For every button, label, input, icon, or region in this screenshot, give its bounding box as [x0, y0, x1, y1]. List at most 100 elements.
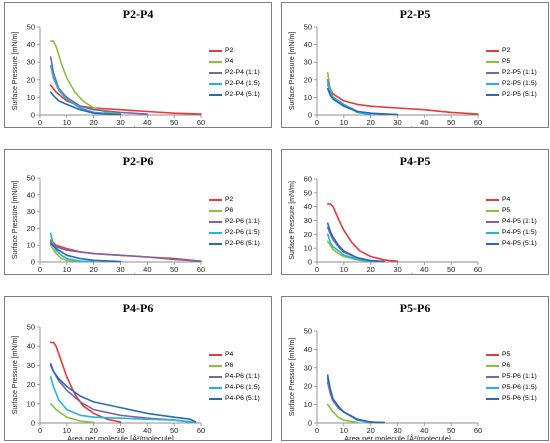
legend-swatch [486, 364, 499, 367]
legend-item: P2-P6 (1:1) [209, 216, 260, 227]
legend-label: P5 [502, 58, 511, 65]
chart-panel: P2-P5 0 10 20 30 40 50 0 10 20 30 40 50 60 Area per mo… [281, 2, 549, 128]
legend-item: P4 [209, 56, 260, 67]
legend-label: P4-P5 (5:1) [502, 240, 537, 247]
y-axis-label: Surface Pressure [mN/m] [12, 336, 19, 415]
y-tick-label: 0 [31, 419, 35, 428]
chart-title: P4-P6 [122, 301, 154, 315]
y-tick-label: 50 [27, 23, 35, 32]
legend-label: P4 [225, 351, 234, 358]
legend-swatch [209, 364, 222, 367]
legend-item: P6 [209, 360, 260, 371]
series-line-p2-p5-5-1 [326, 87, 399, 116]
legend: P4 P5 P4-P5 (1:1) P4-P5 (1:5) P4-P5 (5:1) [486, 194, 537, 249]
y-tick-label: 10 [27, 399, 35, 408]
legend-label: P5-P6 (5:1) [502, 395, 537, 402]
legend-swatch [486, 82, 499, 85]
chart-svg: 0 10 20 30 40 50 60 0 10 20 30 40 50 60 Area per molec… [289, 175, 482, 275]
legend-label: P5 [502, 207, 511, 214]
legend-item: P2 [209, 45, 260, 56]
legend-swatch [486, 220, 499, 223]
legend-swatch [209, 49, 222, 52]
series-line-p2 [326, 84, 479, 115]
legend-label: P6 [225, 362, 234, 369]
series-line-p5 [326, 240, 372, 263]
legend-label: P4-P5 (1:1) [502, 218, 537, 225]
x-tick-label: 50 [447, 265, 455, 274]
y-tick-label: 10 [27, 241, 35, 250]
legend-item: P2-P4 (5:1) [209, 89, 260, 100]
y-tick-label: 40 [304, 40, 312, 49]
series-line-p5-p6-5-1 [326, 374, 385, 424]
series-line-p4 [326, 203, 399, 263]
y-tick-label: 10 [304, 400, 312, 409]
legend-item: P5 [486, 205, 537, 216]
y-tick-label: 50 [304, 188, 312, 197]
x-tick-label: 40 [420, 265, 428, 274]
series-line-p2-p6-1-1 [49, 241, 202, 262]
x-axis-label: Area per molecule [Å²/molecule] [67, 434, 174, 440]
legend-label: P4 [502, 196, 511, 203]
legend-item: P4-P6 (5:1) [209, 393, 260, 404]
legend-item: P5-P6 (1:1) [486, 371, 537, 382]
x-axis-label: Area per molecule [Å²/molecule] [67, 126, 174, 127]
series-line-p4-p5-5-1 [326, 222, 385, 263]
legend-label: P2-P5 (1:1) [502, 69, 537, 76]
legend-item: P5-P6 (1:5) [486, 382, 537, 393]
y-tick-label: 40 [27, 190, 35, 199]
legend: P4 P6 P4-P6 (1:1) P4-P6 (1:5) P4-P6 (5:1) [209, 349, 260, 404]
chart-title: P2-P6 [122, 154, 154, 168]
legend-item: P4-P6 (1:5) [209, 382, 260, 393]
x-tick-label: 30 [116, 426, 124, 435]
y-tick-label: 20 [27, 224, 35, 233]
x-axis-label: Area per molecule [Å²/molecule] [344, 434, 451, 440]
series-line-p6 [49, 403, 95, 424]
x-tick-label: 10 [340, 118, 348, 127]
legend-swatch [209, 397, 222, 400]
legend-item: P5 [486, 56, 537, 67]
legend-swatch [209, 93, 222, 96]
x-tick-label: 50 [447, 426, 455, 435]
y-tick-label: 30 [304, 363, 312, 372]
x-tick-label: 10 [63, 118, 71, 127]
legend-item: P4-P5 (5:1) [486, 238, 537, 249]
x-tick-label: 60 [197, 426, 205, 435]
y-tick-label: 20 [304, 230, 312, 239]
legend-label: P6 [502, 362, 511, 369]
y-tick-label: 50 [27, 323, 35, 332]
legend-item: P2-P5 (1:1) [486, 67, 537, 78]
legend-item: P2-P5 (1:5) [486, 78, 537, 89]
legend-label: P2-P4 (5:1) [225, 91, 260, 98]
x-tick-label: 0 [38, 426, 42, 435]
legend-label: P5 [502, 351, 511, 358]
legend-item: P6 [486, 360, 537, 371]
y-tick-label: 0 [308, 258, 312, 267]
y-tick-label: 50 [304, 23, 312, 32]
legend-label: P4-P5 (1:5) [502, 229, 537, 236]
x-tick-label: 0 [315, 265, 319, 274]
x-tick-label: 10 [63, 426, 71, 435]
x-tick-label: 60 [474, 426, 482, 435]
chart-panel: P2-P4 0 10 20 30 40 50 0 10 20 30 40 50 60 Area per mo… [4, 2, 272, 128]
legend-swatch [209, 242, 222, 245]
x-tick-label: 10 [63, 265, 71, 274]
legend-item: P2 [209, 194, 260, 205]
legend-swatch [209, 220, 222, 223]
legend-swatch [486, 49, 499, 52]
series-line-p2-p5-1-5 [326, 80, 372, 116]
x-tick-label: 30 [116, 265, 124, 274]
series-line-p2-p4-5-1 [49, 91, 122, 116]
legend-label: P2-P4 (1:1) [225, 69, 260, 76]
x-tick-label: 60 [474, 265, 482, 274]
legend-swatch [209, 386, 222, 389]
y-tick-label: 10 [304, 93, 312, 102]
legend-swatch [209, 71, 222, 74]
legend-label: P2 [225, 196, 234, 203]
x-tick-label: 60 [197, 118, 205, 127]
legend-swatch [209, 375, 222, 378]
legend: P5 P6 P5-P6 (1:1) P5-P6 (1:5) P5-P6 (5:1) [486, 349, 537, 404]
legend-item: P5 [486, 349, 537, 360]
legend: P2 P5 P2-P5 (1:1) P2-P5 (1:5) P2-P5 (5:1) [486, 45, 537, 100]
legend-label: P2 [225, 47, 234, 54]
legend-label: P2-P4 (1:5) [225, 80, 260, 87]
